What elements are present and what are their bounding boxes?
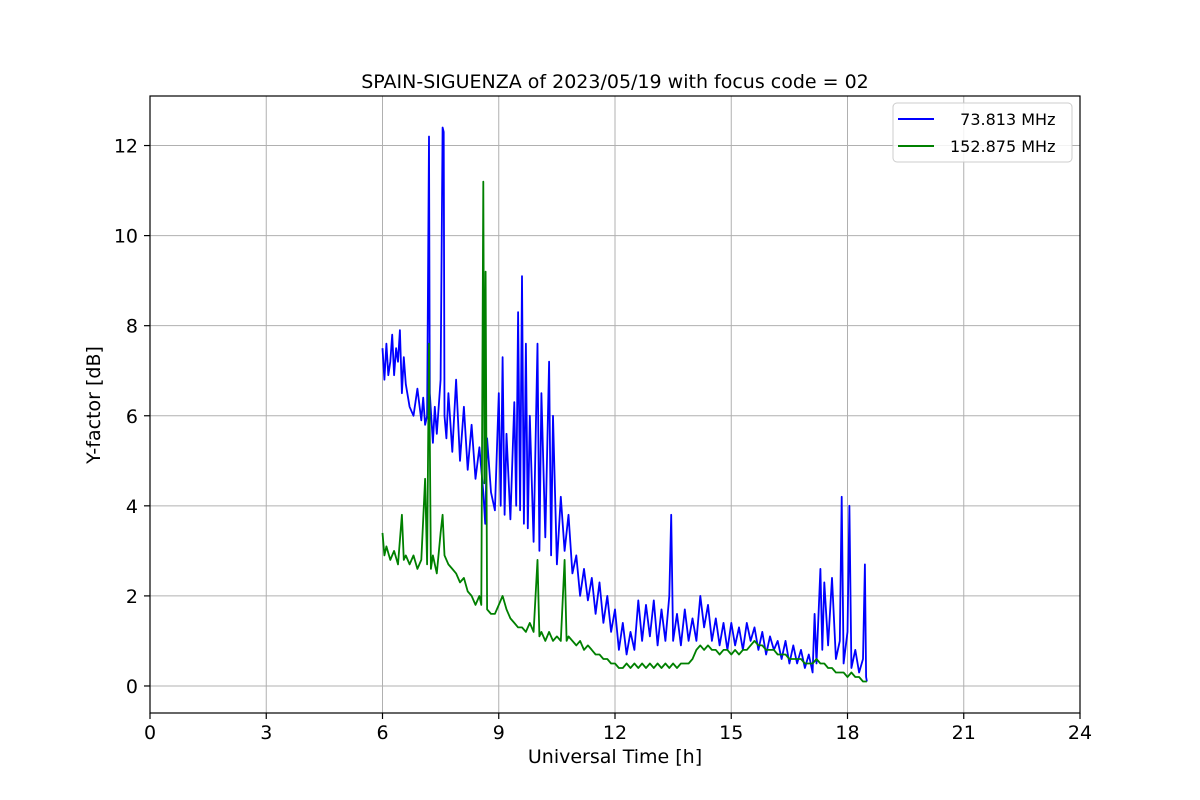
y-tick-label: 12 [114,136,138,158]
x-tick-label: 3 [260,722,272,744]
y-axis-label: Y-factor [dB] [83,346,105,465]
x-tick-label: 6 [376,722,388,744]
x-tick-label: 18 [835,722,859,744]
legend-label-series-1: 73.813 MHz [950,110,1055,129]
x-tick-label: 0 [144,722,156,744]
chart-title: SPAIN-SIGUENZA of 2023/05/19 with focus … [361,71,869,93]
y-tick-label: 8 [126,316,138,338]
x-tick-label: 9 [493,722,505,744]
y-tick-label: 6 [126,406,138,428]
series-line-2 [381,180,867,683]
series-layer [381,126,868,683]
y-tick-label: 2 [126,586,138,608]
y-tick-label: 4 [126,496,138,518]
y-axis-ticks: 0 2 4 6 8 10 12 [114,136,150,698]
legend: 73.813 MHz 152.875 MHz [892,102,1073,163]
y-tick-label: 10 [114,226,138,248]
legend-label-series-2: 152.875 MHz [950,137,1055,156]
legend-box [892,102,1073,163]
x-axis-ticks: 0 3 6 9 12 15 18 21 24 [144,713,1092,744]
x-tick-label: 24 [1068,722,1092,744]
x-axis-label: Universal Time [h] [528,746,702,768]
series-line-1 [381,126,868,682]
y-tick-label: 0 [126,676,138,698]
x-tick-label: 21 [952,722,976,744]
x-tick-label: 15 [719,722,743,744]
x-tick-label: 12 [603,722,627,744]
